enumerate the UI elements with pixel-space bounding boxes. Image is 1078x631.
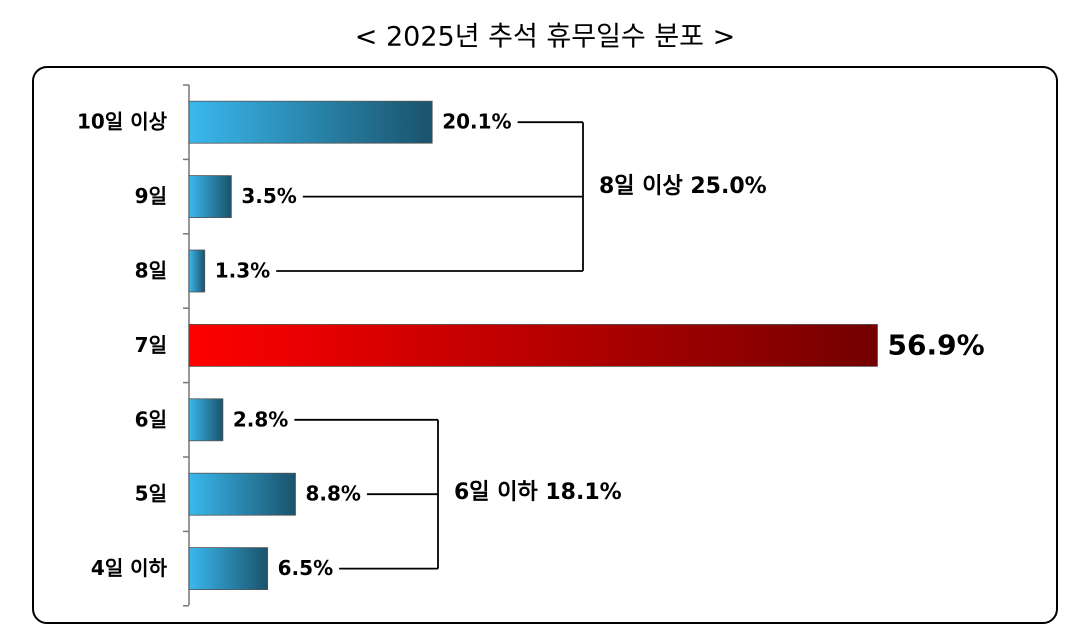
bar: [188, 398, 224, 442]
value-label: 6.5%: [278, 556, 333, 580]
chart-title: < 2025년 추석 휴무일수 분포 >: [355, 22, 735, 53]
category-label: 10일 이상: [77, 110, 168, 134]
category-label: 5일: [135, 482, 167, 506]
bar: [188, 175, 232, 219]
bar: [188, 100, 433, 144]
category-label: 4일 이하: [91, 556, 168, 580]
value-label: 20.1%: [442, 110, 511, 134]
annotation: 8일 이상 25.0%: [599, 174, 767, 199]
bar: [188, 472, 296, 516]
bar: [188, 547, 269, 590]
value-label: 8.8%: [305, 482, 360, 506]
frame: [32, 66, 1058, 624]
bar: [188, 249, 206, 293]
annotation: 6일 이하 18.1%: [454, 480, 622, 505]
category-label: 7일: [135, 333, 167, 357]
category-label: 6일: [135, 407, 167, 431]
value-label: 3.5%: [241, 184, 296, 208]
value-label: 1.3%: [215, 259, 270, 283]
category-label: 8일: [135, 259, 167, 283]
bar: [188, 323, 878, 367]
value-label: 2.8%: [233, 407, 288, 431]
value-label: 56.9%: [887, 328, 984, 361]
category-label: 9일: [135, 184, 167, 208]
